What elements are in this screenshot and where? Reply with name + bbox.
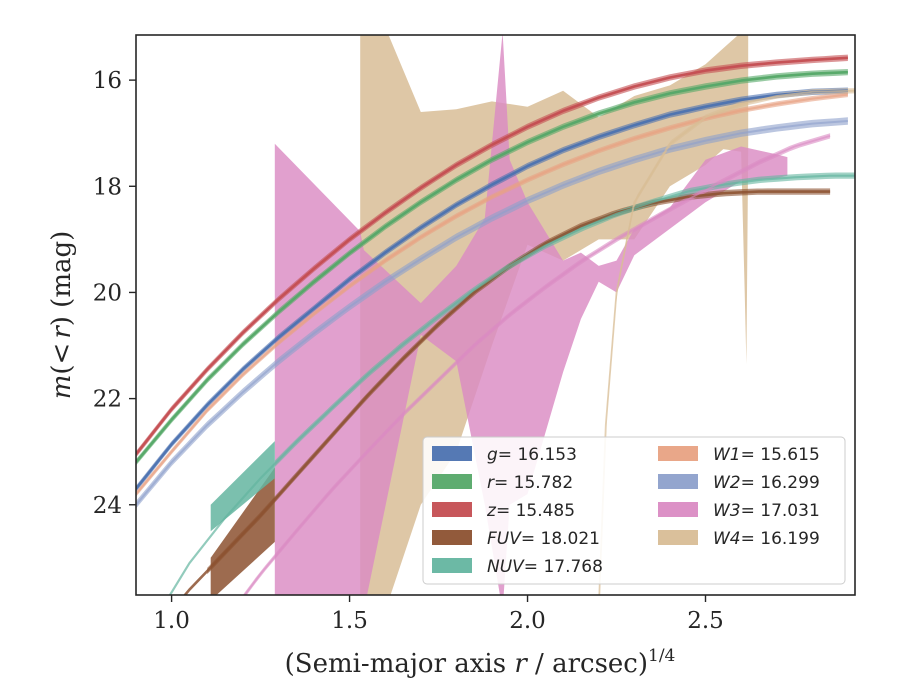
legend-label-fuv: FUV= 18.021 xyxy=(487,529,600,549)
legend-label-r: r= 15.782 xyxy=(487,473,573,493)
legend-label-g: g= 16.153 xyxy=(487,445,577,465)
legend-swatch-w2 xyxy=(658,474,698,489)
legend-swatch-g xyxy=(432,446,472,461)
y-tick-label: 24 xyxy=(93,493,122,519)
legend-swatch-r xyxy=(432,474,472,489)
y-axis-label: m(< r) (mag) xyxy=(47,231,77,400)
line-w4 xyxy=(598,89,855,595)
legend-value: = 18.021 xyxy=(521,529,600,549)
legend-value: = 17.031 xyxy=(741,501,820,521)
wedge-layer xyxy=(210,441,275,595)
legend-var: W3 xyxy=(713,501,741,521)
x-tick-label: 2.0 xyxy=(509,608,546,634)
legend-value: = 15.615 xyxy=(741,445,820,465)
legend-value: = 16.199 xyxy=(741,529,820,549)
line-w3 xyxy=(243,135,831,595)
x-axis-ticks: 1.0 1.5 2.0 2.5 xyxy=(153,595,724,634)
legend-var: FUV xyxy=(487,529,522,549)
line-nuv xyxy=(168,174,855,595)
x-axis-label-exponent: 1/4 xyxy=(648,646,675,666)
legend-label-w2: W2= 16.299 xyxy=(713,473,820,493)
y-axis-ticks: 16 18 20 22 24 xyxy=(93,68,136,519)
plot-frame xyxy=(135,34,856,596)
y-axis-label-var: m xyxy=(47,375,77,400)
legend-swatch-w3 xyxy=(658,502,698,517)
x-tick-label: 2.5 xyxy=(687,608,724,634)
x-tick-label: 1.0 xyxy=(153,608,190,634)
legend-value: = 16.299 xyxy=(741,473,820,493)
legend-value: = 15.782 xyxy=(494,473,573,493)
series-line-layer xyxy=(136,56,855,595)
legend-swatch-z xyxy=(432,502,472,517)
line-z xyxy=(136,56,848,456)
legend-var: W4 xyxy=(713,529,741,549)
line-g xyxy=(136,89,848,490)
legend-var: z xyxy=(486,501,497,521)
line-w1 xyxy=(136,93,849,495)
legend-swatch-w4 xyxy=(658,530,698,545)
plot-area xyxy=(136,35,855,595)
y-tick-label: 20 xyxy=(93,280,122,306)
line-r xyxy=(136,70,848,464)
legend-var: r xyxy=(487,473,495,493)
legend-swatch-nuv xyxy=(432,558,472,573)
legend-var: NUV xyxy=(487,557,525,577)
legend-var: W1 xyxy=(713,445,741,465)
legend-label-w4: W4= 16.199 xyxy=(713,529,820,549)
y-axis-label-open: ( xyxy=(47,364,77,374)
y-axis-label-close: ) xyxy=(47,316,77,326)
y-axis-label-lt: < xyxy=(47,343,77,365)
legend-swatch-fuv xyxy=(432,530,472,545)
legend-label-nuv: NUV= 17.768 xyxy=(487,557,603,577)
x-axis-label-suffix: / arcsec) xyxy=(527,649,648,679)
legend-var: W2 xyxy=(713,473,741,493)
x-axis-label: (Semi-major axis r / arcsec)1/4 xyxy=(285,646,676,679)
wedge-nuv xyxy=(210,441,275,532)
y-tick-label: 16 xyxy=(93,68,122,94)
x-tick-label: 1.5 xyxy=(331,608,368,634)
legend-swatch-w1 xyxy=(658,446,698,461)
legend-value: = 17.768 xyxy=(524,557,603,577)
legend-label-w3: W3= 17.031 xyxy=(713,501,820,521)
legend-value: = 16.153 xyxy=(498,445,577,465)
legend-label-z: z= 15.485 xyxy=(486,501,575,521)
y-axis-label-unit: (mag) xyxy=(47,231,77,316)
y-tick-label: 22 xyxy=(93,387,122,413)
x-axis-label-var: r xyxy=(514,649,528,679)
legend-label-w1: W1= 15.615 xyxy=(713,445,820,465)
legend-var: g xyxy=(487,445,498,465)
y-tick-label: 18 xyxy=(93,174,122,200)
y-axis-label-r: r xyxy=(47,325,77,339)
legend-value: = 15.485 xyxy=(496,501,575,521)
envelope-w3 xyxy=(274,35,788,595)
legend-box xyxy=(422,436,846,585)
x-axis-label-prefix: (Semi-major axis xyxy=(285,649,515,679)
line-w2 xyxy=(136,120,848,506)
